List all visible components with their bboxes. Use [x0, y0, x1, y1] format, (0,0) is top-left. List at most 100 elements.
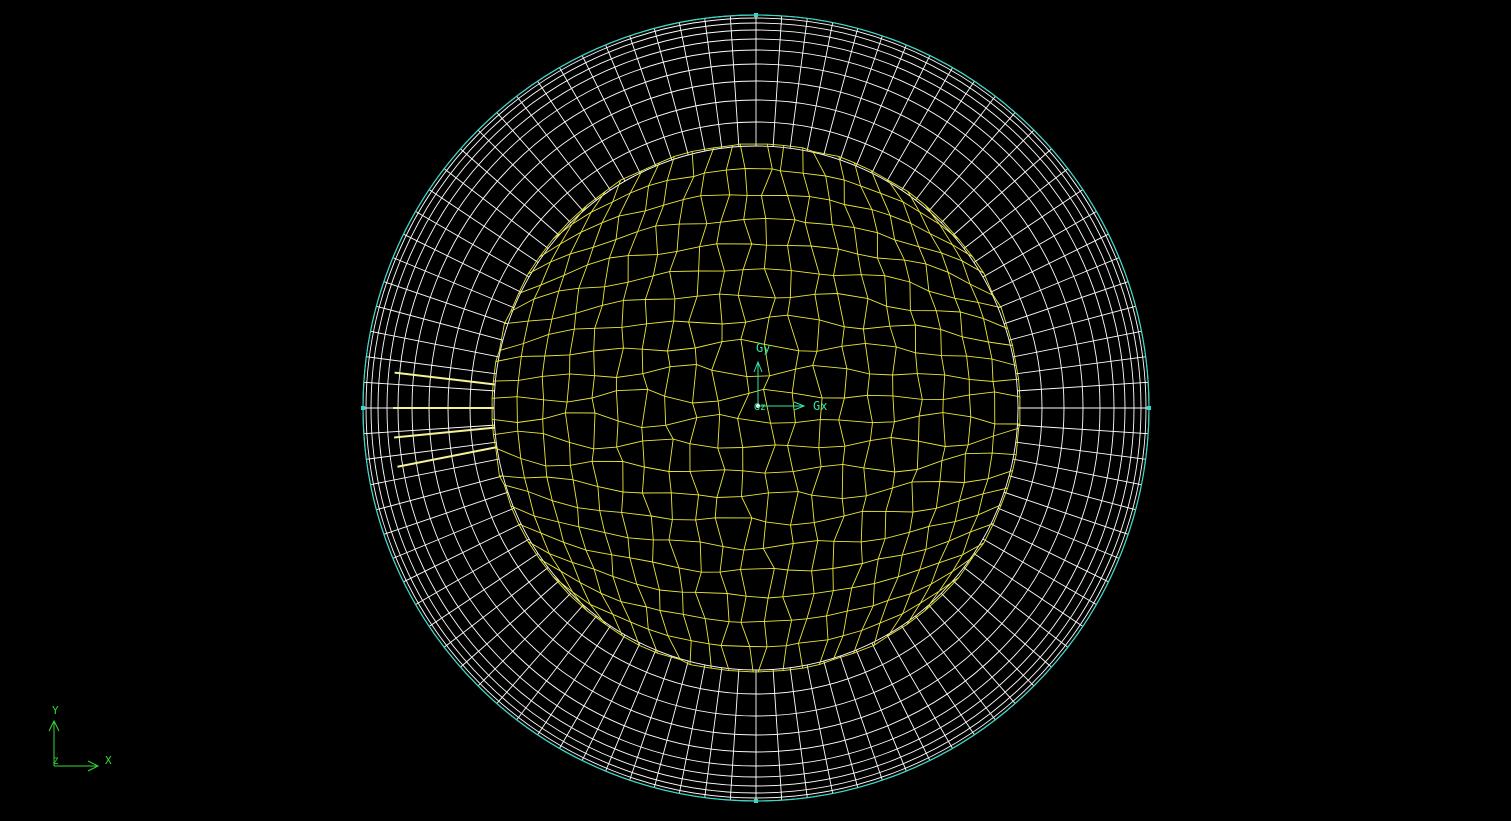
mesh-radial-line: [370, 458, 500, 486]
core-grid-column-line: [779, 145, 800, 671]
boundary-vertex-marker: [1147, 406, 1151, 410]
mesh-radial-line: [496, 112, 584, 212]
mesh-radial-line: [516, 615, 597, 721]
mesh-radial-line: [581, 642, 641, 761]
boundary-vertex-marker: [754, 13, 758, 17]
mesh-radial-line: [629, 655, 673, 781]
mesh-radial-line: [403, 523, 522, 583]
mesh-radial-line: [415, 538, 530, 605]
mesh-radial-line: [516, 95, 597, 201]
mesh-radial-line: [366, 356, 497, 375]
core-grid-column-line: [591, 170, 643, 646]
triad-z-label: Z: [53, 757, 59, 767]
mesh-radial-line: [915, 615, 996, 721]
global-x-label: Gx: [813, 399, 827, 413]
mesh-radial-line: [886, 634, 953, 749]
mesh-radial-line: [383, 281, 509, 325]
triad-y-arrowhead: [48, 719, 60, 732]
core-grid-row-line: [568, 594, 944, 673]
core-grid-column-line: [870, 170, 923, 646]
triad-x-label: X: [105, 754, 112, 767]
mesh-radial-line: [729, 15, 740, 147]
mesh-radial-line: [963, 168, 1069, 249]
mesh-radial-line: [383, 491, 509, 535]
core-grid-row-line: [499, 314, 1013, 352]
mesh-radial-line: [605, 44, 657, 167]
mesh-radial-line: [982, 211, 1097, 278]
mesh-radial-line: [963, 567, 1069, 648]
core-grid-column-line: [812, 151, 848, 665]
mesh-radial-line: [806, 22, 834, 152]
mesh-radial-line: [855, 649, 907, 772]
mesh-radial-line: [928, 112, 1016, 212]
mesh-radial-line: [460, 148, 560, 236]
core-grid-column-line: [887, 179, 946, 637]
mesh-radial-line: [823, 28, 859, 156]
mesh-radial-line: [366, 441, 497, 460]
mesh-radial-line: [901, 625, 975, 736]
mesh-radial-line: [990, 233, 1109, 293]
highlighted-edge-line: [394, 426, 495, 439]
mesh-radial-line: [704, 667, 723, 798]
core-grid-column-line: [688, 147, 715, 669]
mesh-radial-line: [477, 129, 572, 224]
mesh-radial-line: [376, 475, 504, 511]
global-y-label: Gy: [756, 341, 770, 355]
mesh-radial-line: [363, 424, 495, 435]
mesh-radial-line: [839, 655, 883, 781]
global-origin-marker: [756, 404, 760, 408]
mesh-radial-line: [581, 55, 641, 174]
mesh-radial-line: [403, 233, 522, 293]
mesh-radial-line: [990, 523, 1109, 583]
global-z-label: Gz: [754, 402, 766, 413]
mesh-radial-line: [1015, 356, 1146, 375]
mesh-radial-line: [928, 604, 1016, 704]
triad-x-arrowhead: [87, 760, 100, 772]
mesh-radial-line: [806, 664, 834, 794]
mesh-radial-line: [886, 67, 953, 182]
core-grid-column-line: [942, 221, 1021, 596]
mesh-radial-line: [559, 634, 626, 749]
core-grid-column-line: [711, 145, 734, 671]
mesh-radial-line: [704, 18, 723, 149]
mesh-radial-line: [982, 538, 1097, 605]
mesh-radial-line: [973, 189, 1084, 263]
global-x-axis-arrowhead: [793, 401, 806, 411]
mesh-radial-line: [1003, 281, 1129, 325]
global-y-axis-arrowhead: [753, 360, 763, 373]
core-grid-column-line: [641, 156, 681, 660]
core-grid-column-line: [906, 191, 972, 625]
core-grid-row-line: [518, 523, 994, 573]
mesh-radial-line: [952, 580, 1052, 668]
mesh-radial-line: [1012, 458, 1142, 486]
mesh-radial-line: [1015, 441, 1146, 460]
core-grid-row-line: [493, 427, 1019, 450]
inner-core-mesh: [491, 143, 1021, 673]
core-grid-row-line: [510, 268, 1002, 312]
core-grid-column-line: [832, 156, 873, 660]
core-grid-column-line: [615, 162, 660, 654]
view-orientation-triad: Y X Z: [48, 704, 112, 772]
core-grid-column-line: [491, 220, 570, 596]
mesh-radial-line: [537, 80, 611, 191]
triad-y-label: Y: [52, 704, 59, 717]
global-axes-triad: Gy Gx Gz: [753, 341, 827, 413]
mesh-radial-line: [653, 660, 689, 788]
core-grid-row-line: [552, 168, 960, 240]
mesh-radial-line: [1003, 491, 1129, 535]
mesh-radial-line: [729, 669, 740, 801]
mesh-radial-line: [629, 35, 673, 161]
mesh-radial-line: [1017, 424, 1149, 435]
mesh-radial-line: [1008, 475, 1136, 511]
mesh-radial-line: [839, 35, 883, 161]
core-grid-column-line: [516, 204, 588, 612]
mesh-radial-line: [496, 604, 584, 704]
mesh-radial-line: [772, 669, 783, 801]
mesh-radial-line: [789, 18, 808, 149]
core-grid-column-line: [664, 151, 695, 665]
mesh-radial-line: [678, 664, 706, 794]
mesh-radial-line: [940, 129, 1035, 224]
mesh-radial-line: [915, 95, 996, 201]
